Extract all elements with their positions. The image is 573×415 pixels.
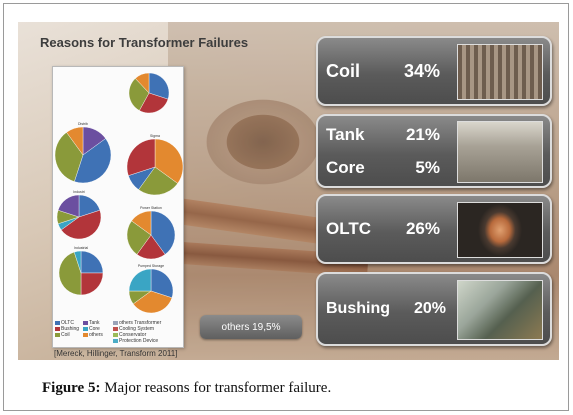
legend-label: OLTC [61, 320, 74, 326]
legend-swatch [83, 327, 88, 331]
card-row: OLTC 26% [326, 218, 440, 240]
failure-card-oltc: OLTC 26% [316, 194, 552, 264]
pie-slice [126, 138, 156, 176]
pie-title: Industrial [74, 246, 88, 250]
card-row: Coil 34% [326, 60, 440, 82]
card-label: Coil [326, 60, 360, 81]
legend-label: Cooling System [119, 326, 155, 332]
legend-item: Bushing [55, 326, 79, 332]
pie-title: Pumped Storage [138, 264, 164, 268]
legend-label: others Transformer [119, 320, 162, 326]
caption-label: Figure 5: [42, 380, 101, 396]
legend-label: Tank [89, 320, 100, 326]
card-value: 5% [415, 158, 440, 177]
card-value: 26% [405, 219, 440, 238]
pie-chart: Industrial [58, 246, 104, 296]
legend-label: Protection Device [119, 338, 159, 344]
pie-slice [126, 220, 152, 255]
legend-swatch [55, 333, 60, 337]
card-label: Core [326, 158, 365, 177]
legend-label: others [89, 332, 103, 338]
legend-label: Bushing [61, 326, 80, 332]
legend-label: Conservator [119, 332, 147, 338]
pie-slice [80, 250, 104, 274]
pie-chart: Sigma [126, 134, 184, 196]
legend-label: Core [89, 326, 100, 332]
bushing-photo-icon [457, 280, 543, 340]
pie-slice [138, 166, 178, 196]
pie-slice [80, 272, 104, 296]
pie-chart [128, 72, 170, 114]
pie-slice [135, 72, 150, 94]
pie-chart-panel: Distrib Sigma Industri Power Station Industr… [52, 66, 184, 348]
pie-charts: Distrib Sigma Industri Power Station Industr… [54, 72, 184, 314]
source-citation: [Mereck, Hillinger, Transform 2011] [54, 349, 178, 358]
legend-swatch [55, 321, 60, 325]
legend-swatch [83, 321, 88, 325]
failure-card-bushing: Bushing 20% [316, 272, 552, 346]
legend-label: Coil [61, 332, 70, 338]
legend-item: Core [83, 326, 100, 332]
legend-swatch [83, 333, 88, 337]
pie-slice [58, 251, 82, 296]
card-row: Bushing 20% [326, 298, 446, 320]
legend-item: Coil [55, 332, 70, 338]
card-value: 34% [403, 60, 440, 81]
card-label: Bushing [326, 300, 390, 317]
legend-swatch [113, 339, 118, 343]
oltc-photo-icon [457, 202, 543, 258]
pie-slice [128, 78, 150, 111]
pie-slice [54, 132, 84, 182]
pie-slice [66, 126, 84, 156]
pie-slice [57, 194, 80, 218]
slide: Reasons for Transformer Failures Distrib… [18, 22, 559, 360]
pie-title: Industri [73, 190, 85, 194]
pie-slice [74, 138, 112, 184]
card-label: Tank [326, 125, 365, 144]
pie-slice [131, 210, 152, 236]
pie-slice [150, 210, 176, 255]
pie-slice [128, 268, 152, 292]
pie-chart: Distrib [54, 122, 112, 184]
figure-frame: Reasons for Transformer Failures Distrib… [3, 3, 569, 411]
legend-swatch [113, 321, 118, 325]
pie-slice [132, 290, 173, 314]
pie-slice [154, 138, 184, 184]
card-row: Tank 21% [326, 124, 440, 146]
pie-slice [150, 268, 174, 299]
pie-chart: Power Station [126, 206, 176, 260]
legend-item: Tank [83, 320, 100, 326]
card-label: OLTC [326, 219, 372, 238]
pie-title: Sigma [150, 134, 160, 138]
pie-slice [60, 209, 102, 240]
pie-chart: Pumped Storage [128, 264, 174, 314]
slide-title: Reasons for Transformer Failures [40, 35, 249, 50]
legend-item: Protection Device [113, 338, 158, 344]
caption-text: Major reasons for transformer failure. [104, 380, 332, 396]
card-row: Core 5% [326, 157, 440, 179]
failure-card-coil: Coil 34% [316, 36, 552, 106]
legend-swatch [55, 327, 60, 331]
pie-title: Power Station [140, 206, 162, 210]
pie-legend: OLTC Bushing Coil Tank Core others others Tran… [55, 319, 183, 347]
pie-slice [148, 72, 170, 100]
pie-chart: Industri [56, 190, 102, 240]
legend-item: Conservator [113, 332, 146, 338]
tank-photo-icon [457, 121, 543, 183]
figure-caption: Figure 5: Major reasons for transformer … [42, 380, 331, 397]
card-value: 21% [405, 125, 440, 144]
pie-title: Distrib [78, 122, 88, 126]
pie-slice [73, 250, 82, 274]
legend-item: others [83, 332, 103, 338]
legend-item: others Transformer [113, 320, 161, 326]
legend-item: Cooling System [113, 326, 154, 332]
failure-card-tank-core: Tank 21% Core 5% [316, 114, 552, 188]
legend-item: OLTC [55, 320, 74, 326]
card-value: 20% [413, 300, 446, 317]
legend-swatch [113, 327, 118, 331]
coil-photo-icon [457, 44, 543, 100]
pie-slice [139, 92, 169, 114]
legend-swatch [113, 333, 118, 337]
others-badge: others 19,5% [200, 315, 302, 339]
